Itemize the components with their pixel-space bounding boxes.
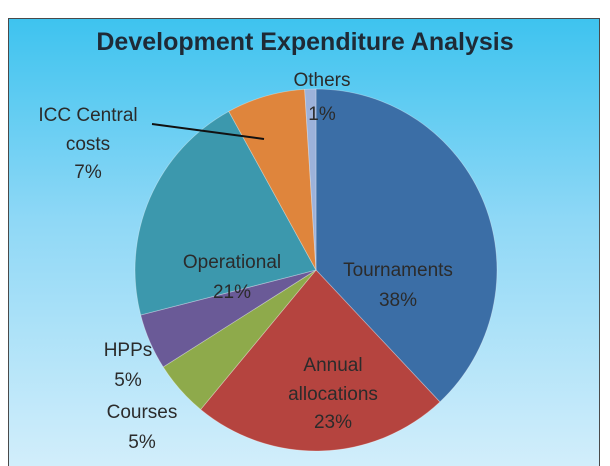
slice-label: ICC Central costs xyxy=(38,105,138,155)
slice-label: Tournaments xyxy=(343,260,453,281)
pie-slice xyxy=(162,269,317,411)
pie-slice xyxy=(200,269,441,452)
slice-value: 1% xyxy=(308,104,336,125)
pie-slice xyxy=(315,88,498,403)
slice-label: Courses xyxy=(106,402,178,423)
pie-slice xyxy=(304,88,317,271)
slice-label: HPPs xyxy=(103,340,153,361)
slice-value: 21% xyxy=(212,282,252,303)
slice-label: Others xyxy=(293,70,351,91)
slice-label: Operational xyxy=(182,252,282,273)
pie-slice xyxy=(140,269,317,368)
slice-value: 7% xyxy=(74,162,102,183)
leader-line xyxy=(151,123,265,140)
slice-value: 38% xyxy=(378,290,418,311)
pie-slice xyxy=(228,88,317,271)
slice-value: 5% xyxy=(114,370,142,391)
slice-value: 23% xyxy=(313,412,353,433)
slice-value: 5% xyxy=(128,432,156,453)
chart-title: Development Expenditure Analysis xyxy=(96,28,514,56)
pie-slice xyxy=(134,110,317,316)
slice-label: Annual allocations xyxy=(288,355,378,405)
